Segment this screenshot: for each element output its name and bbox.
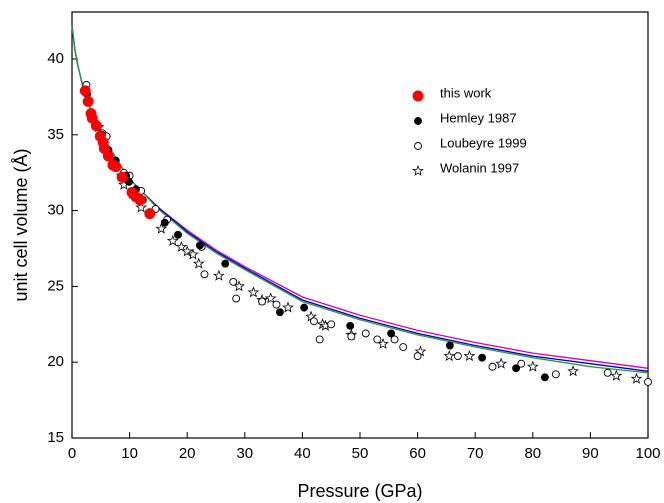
point bbox=[200, 270, 209, 279]
star-point bbox=[181, 245, 194, 257]
star-point bbox=[135, 201, 148, 213]
x-tick-label: 40 bbox=[294, 445, 311, 462]
y-tick-label: 30 bbox=[47, 202, 64, 219]
fit-curve bbox=[71, 25, 649, 369]
star-point bbox=[247, 286, 260, 298]
x-tick-label: 100 bbox=[635, 445, 660, 462]
point bbox=[174, 230, 182, 239]
point bbox=[347, 332, 356, 341]
legend-label: Loubeyre 1999 bbox=[440, 135, 527, 150]
legend-marker bbox=[412, 164, 424, 176]
y-tick-label: 15 bbox=[47, 429, 64, 446]
x-tick-label: 20 bbox=[179, 445, 196, 462]
star-point bbox=[630, 372, 643, 384]
point bbox=[399, 343, 408, 351]
point bbox=[82, 95, 94, 107]
point bbox=[315, 335, 324, 344]
point bbox=[644, 377, 652, 386]
point bbox=[160, 218, 169, 227]
point bbox=[272, 300, 281, 309]
point bbox=[517, 359, 526, 368]
point bbox=[445, 341, 454, 350]
legend-label: this work bbox=[440, 85, 492, 100]
x-tick-label: 90 bbox=[582, 445, 599, 462]
star-point bbox=[264, 292, 277, 304]
legend-label: Wolanin 1997 bbox=[440, 160, 519, 175]
star-point bbox=[282, 301, 294, 313]
y-axis-label: unit cell volume (Å) bbox=[11, 148, 31, 301]
point bbox=[195, 241, 204, 250]
point bbox=[390, 335, 399, 344]
point bbox=[453, 352, 462, 361]
point bbox=[478, 353, 487, 362]
x-tick-label: 50 bbox=[352, 445, 369, 462]
point bbox=[603, 368, 612, 377]
point bbox=[258, 297, 267, 306]
y-tick-label: 35 bbox=[47, 126, 64, 143]
star-point bbox=[155, 222, 168, 234]
point bbox=[413, 352, 422, 361]
point bbox=[551, 370, 560, 379]
point bbox=[346, 321, 355, 330]
point bbox=[102, 150, 114, 162]
star-point bbox=[175, 240, 188, 252]
point bbox=[232, 294, 241, 303]
point bbox=[134, 194, 146, 206]
star-point bbox=[610, 369, 623, 381]
star-point bbox=[526, 360, 539, 372]
star-point bbox=[192, 257, 205, 269]
y-tick-label: 25 bbox=[47, 277, 64, 294]
legend-marker bbox=[414, 142, 422, 150]
point bbox=[512, 364, 521, 373]
point bbox=[90, 120, 102, 132]
y-tick-label: 40 bbox=[47, 50, 64, 67]
legend-marker bbox=[414, 117, 422, 125]
point bbox=[125, 177, 133, 186]
point bbox=[110, 161, 122, 173]
point bbox=[79, 85, 91, 97]
point bbox=[116, 171, 128, 183]
plot-frame bbox=[71, 11, 649, 439]
point bbox=[309, 317, 318, 326]
fit-curve bbox=[71, 25, 649, 374]
star-point bbox=[567, 365, 580, 377]
x-axis-label: Pressure (GPa) bbox=[297, 481, 422, 501]
point bbox=[300, 303, 309, 312]
point bbox=[144, 208, 156, 220]
x-tick-label: 60 bbox=[409, 445, 426, 462]
legend-marker bbox=[412, 90, 424, 102]
x-tick-label: 0 bbox=[68, 445, 76, 462]
star-point bbox=[443, 349, 456, 362]
point bbox=[488, 362, 497, 371]
point bbox=[221, 259, 230, 268]
x-tick-label: 30 bbox=[236, 445, 253, 462]
point bbox=[275, 308, 284, 317]
star-point bbox=[463, 349, 476, 362]
point bbox=[540, 373, 549, 382]
x-tick-label: 70 bbox=[467, 445, 484, 462]
legend-label: Hemley 1987 bbox=[440, 110, 517, 125]
x-tick-label: 10 bbox=[121, 445, 138, 462]
x-tick-label: 80 bbox=[524, 445, 541, 462]
y-tick-label: 20 bbox=[47, 353, 64, 370]
point bbox=[327, 320, 336, 329]
star-point bbox=[495, 357, 507, 369]
point bbox=[361, 329, 370, 338]
point bbox=[229, 277, 238, 286]
star-point bbox=[187, 248, 199, 260]
star-point bbox=[166, 234, 179, 246]
star-point bbox=[212, 269, 225, 281]
point bbox=[387, 329, 396, 338]
point bbox=[373, 335, 382, 344]
